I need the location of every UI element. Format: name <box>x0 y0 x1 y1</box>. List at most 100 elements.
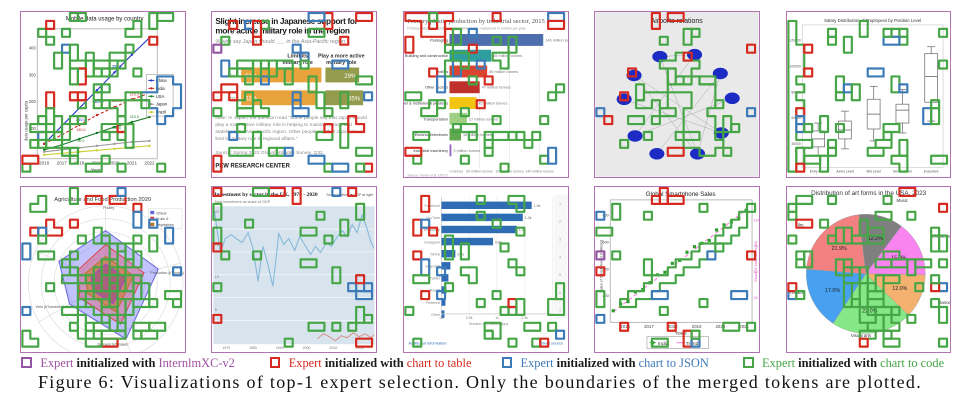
svg-text:50 million tonnes: 50 million tonnes <box>466 170 493 174</box>
svg-text:50: 50 <box>754 270 758 274</box>
svg-text:2022: 2022 <box>144 161 155 166</box>
svg-text:military role: military role <box>283 60 313 66</box>
svg-text:10: 10 <box>215 275 219 279</box>
svg-text:75: 75 <box>754 245 758 249</box>
svg-text:1.4k: 1.4k <box>533 204 540 208</box>
svg-text:2017: 2017 <box>57 161 68 166</box>
svg-text:100: 100 <box>754 219 760 223</box>
svg-text:1k: 1k <box>495 316 499 320</box>
svg-text:Reddit: Reddit <box>430 289 440 293</box>
svg-text:250.0: 250.0 <box>76 118 85 122</box>
svg-text:Snapchat: Snapchat <box>425 265 440 269</box>
svg-text:more active military role in t: more active military role in the region <box>216 26 351 36</box>
svg-text:2016: 2016 <box>39 161 50 166</box>
svg-text:42 million tonnes: 42 million tonnes <box>478 102 507 106</box>
svg-text:0.8k: 0.8k <box>495 241 502 245</box>
svg-text:TikTok: TikTok <box>430 253 440 257</box>
svg-text:play a more active military ro: play a more active military role in help… <box>216 122 353 128</box>
svg-text:1990: 1990 <box>276 346 284 350</box>
svg-text:0 tonnes: 0 tonnes <box>449 170 463 174</box>
svg-text:110.0: 110.0 <box>130 115 139 119</box>
svg-text:1970: 1970 <box>223 346 231 350</box>
svg-text:Visual arts: Visual arts <box>850 333 871 338</box>
svg-text:Slight increase in Japanese su: Slight increase in Japanese support for <box>216 16 359 26</box>
svg-text:Consumer & institutional produ: Consumer & institutional products <box>403 102 448 106</box>
svg-text:1.2k: 1.2k <box>525 216 532 220</box>
svg-text:400: 400 <box>603 267 609 271</box>
svg-text:146 million tonnes: 146 million tonnes <box>545 39 569 43</box>
svg-text:12.2%: 12.2% <box>867 236 882 242</box>
svg-text:200: 200 <box>603 294 609 298</box>
svg-text:0k: 0k <box>439 316 443 320</box>
svg-text:Primary plastic production by: Primary plastic production by industrial… <box>407 27 526 31</box>
svg-text:Building and construction: Building and construction <box>405 54 448 58</box>
svg-text:Distribution of art forms in t: Distribution of art forms in the USA, 20… <box>811 190 926 197</box>
svg-text:300: 300 <box>29 73 37 78</box>
svg-text:25: 25 <box>754 296 758 300</box>
svg-text:Total investment as share of G: Total investment as share of GDP <box>215 200 271 204</box>
svg-text:India: India <box>156 86 166 91</box>
svg-text:Poultry: Poultry <box>103 206 114 210</box>
svg-text:1980: 1980 <box>249 346 257 350</box>
svg-text:Show source: Show source <box>540 341 564 346</box>
svg-text:Wheat: Wheat <box>156 211 166 215</box>
svg-text:1.5k: 1.5k <box>521 316 528 320</box>
svg-text:6: 6 <box>559 290 562 295</box>
svg-text:2021: 2021 <box>739 324 749 329</box>
svg-text:2017: 2017 <box>644 324 654 329</box>
svg-text:China: China <box>156 78 168 83</box>
svg-text:Pinterest: Pinterest <box>426 301 440 305</box>
svg-text:600: 600 <box>603 241 609 245</box>
svg-text:35%: 35% <box>349 97 362 103</box>
svg-text:300.0: 300.0 <box>94 100 103 104</box>
svg-text:Global Smartphone Sales: Global Smartphone Sales <box>646 191 716 198</box>
svg-text:29%: 29% <box>345 74 358 80</box>
svg-text:2020: 2020 <box>716 324 726 329</box>
svg-text:100 million tonnes: 100 million tonnes <box>495 170 524 174</box>
svg-text:Mobile data usage by country: Mobile data usage by country <box>66 17 144 23</box>
svg-text:Additional Information: Additional Information <box>408 341 446 346</box>
svg-text:1.1k: 1.1k <box>519 228 526 232</box>
svg-text:data usage per capita: data usage per capita <box>23 101 28 142</box>
svg-text:Executive: Executive <box>923 170 938 174</box>
svg-text:90.0: 90.0 <box>77 139 84 143</box>
svg-text:Music: Music <box>896 198 908 203</box>
svg-text:% who say Japan should ___ in: % who say Japan should ___ in the Asia-P… <box>216 39 346 45</box>
svg-text:Note: In Japan, the question r: Note: In Japan, the question read “Some … <box>216 115 368 121</box>
svg-text:Packaging: Packaging <box>430 39 448 43</box>
svg-text:Salary Distribution of Employe: Salary Distribution of Employees by Posi… <box>824 18 921 23</box>
svg-text:Entry Level: Entry Level <box>809 170 826 174</box>
svg-text:limit its military role in reg: limit its military role in regional affa… <box>216 136 298 142</box>
svg-text:3: 3 <box>559 237 562 242</box>
svg-text:140 million tonnes: 140 million tonnes <box>525 170 554 174</box>
svg-text:2010: 2010 <box>330 346 338 350</box>
svg-text:400: 400 <box>29 46 37 51</box>
svg-text:Demand (kTonnes): Demand (kTonnes) <box>98 343 128 347</box>
svg-text:India: India <box>658 341 669 347</box>
svg-text:military role: military role <box>327 60 357 66</box>
svg-text:21.9%: 21.9% <box>831 246 846 252</box>
svg-text:Electrical/electronic: Electrical/electronic <box>415 133 448 137</box>
svg-text:3 million tonnes: 3 million tonnes <box>453 149 480 153</box>
svg-text:Years: Years <box>675 331 688 337</box>
svg-text:12.0%: 12.0% <box>892 286 907 292</box>
svg-text:Other: Other <box>431 313 441 317</box>
svg-text:5: 5 <box>215 308 217 312</box>
svg-text:5: 5 <box>559 272 562 277</box>
svg-text:Yield (kTonnes/ha): Yield (kTonnes/ha) <box>35 305 64 309</box>
svg-text:0.5k: 0.5k <box>466 316 473 320</box>
svg-text:Share of India Sales (%): Share of India Sales (%) <box>754 240 758 281</box>
svg-text:7: 7 <box>559 308 561 313</box>
svg-text:Film: Film <box>795 223 804 228</box>
svg-text:2019: 2019 <box>692 324 702 329</box>
svg-text:47 million tonnes: 47 million tonnes <box>481 86 510 90</box>
svg-text:Production (kTonnes): Production (kTonnes) <box>150 271 184 275</box>
svg-text:2021: 2021 <box>127 161 138 166</box>
svg-text:17.0%: 17.0% <box>825 288 840 294</box>
svg-text:2016: 2016 <box>620 324 630 329</box>
svg-text:62%: 62% <box>246 97 259 103</box>
svg-text:Facebook: Facebook <box>424 204 440 208</box>
svg-text:Vegetables: Vegetables <box>156 223 174 227</box>
svg-text:Instagram: Instagram <box>424 241 440 245</box>
svg-text:59 million tonnes: 59 million tonnes <box>489 70 518 74</box>
